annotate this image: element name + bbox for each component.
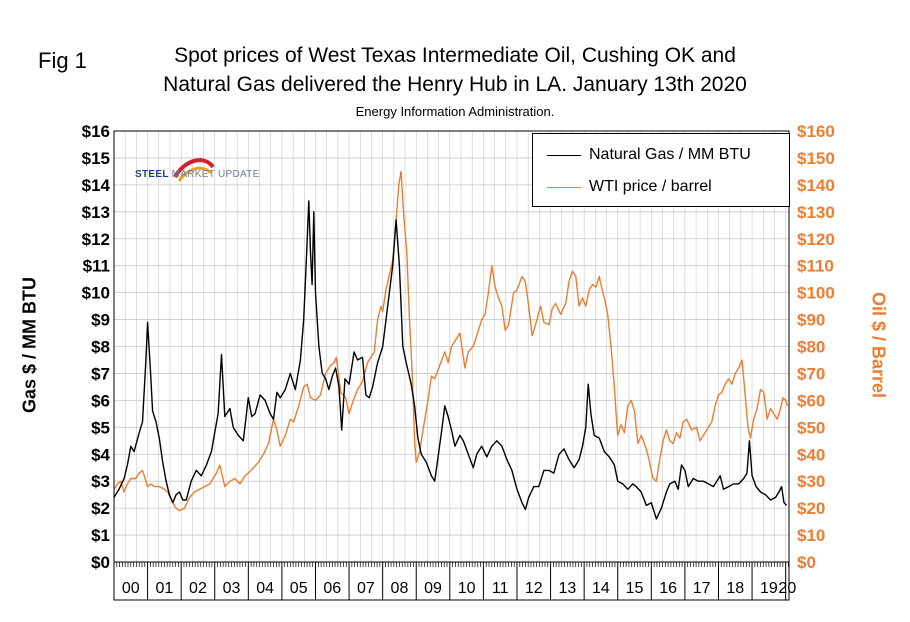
- x-tick-label: 00: [122, 580, 140, 597]
- y-left-tick-label: $3: [91, 472, 110, 491]
- chart-title-line-1: Spot prices of West Texas Intermediate O…: [174, 44, 736, 67]
- x-tick-label: 03: [223, 580, 241, 597]
- x-tick-label: 17: [693, 580, 711, 597]
- y-left-tick-label: $1: [91, 526, 110, 545]
- y-right-tick-label: $130: [797, 203, 835, 222]
- y-right-tick-label: $60: [797, 391, 825, 410]
- x-tick-label: 15: [626, 580, 644, 597]
- y-left-tick-label: $5: [91, 418, 110, 437]
- series-lines: [113, 170, 788, 520]
- x-axis: 00 01 02 03 04 05 06 07 08 09 10 11 12 13 14 15 16 17 18 19…: [116, 562, 796, 600]
- x-tick-label: 07: [357, 580, 375, 597]
- y-right-tick-label: $100: [797, 284, 835, 303]
- x-tick-label: 11: [492, 580, 509, 597]
- y-right-tick-label: $70: [797, 364, 825, 383]
- legend-item-oil: WTI price / barrel: [547, 177, 712, 197]
- y-right-tick-label: $160: [797, 122, 835, 141]
- plot-frame: [113, 130, 790, 601]
- y-right-tick-label: $50: [797, 418, 825, 437]
- legend-item-gas: Natural Gas / MM BTU: [547, 145, 751, 165]
- x-tick-label: 20: [778, 580, 796, 597]
- y-right-tick-label: $20: [797, 499, 825, 518]
- x-axis-band: [113, 561, 790, 601]
- y-left-tick-label: $13: [82, 203, 110, 222]
- y-right-tick-label: $90: [797, 311, 825, 330]
- y-axis-right-label: Oil $ / Barrel: [868, 291, 889, 399]
- x-tick-label: 18: [726, 580, 744, 597]
- x-tick-label: 09: [424, 580, 442, 597]
- logo-swoosh-icon: [173, 158, 215, 182]
- y-left-tick-label: $10: [82, 284, 110, 303]
- x-tick-label: 16: [659, 580, 677, 597]
- y-right-tick-label: $10: [797, 526, 825, 545]
- y-right-tick-label: $110: [797, 257, 834, 276]
- y-axis-left: $0 $1 $2 $3 $4 $5 $6 $7 $8 $9 $10 $11 $12 $13 $14 $15 $1…: [82, 122, 111, 572]
- y-left-tick-label: $4: [91, 445, 110, 464]
- x-tick-label: 10: [458, 580, 476, 597]
- steel-market-update-logo: STEEL MARKET UPDATE: [133, 155, 293, 189]
- y-left-tick-label: $8: [91, 338, 110, 357]
- x-tick-label: 14: [592, 580, 610, 597]
- series-line-wti: [113, 170, 788, 512]
- y-right-tick-label: $30: [797, 472, 825, 491]
- y-left-tick-label: $7: [91, 364, 110, 383]
- y-right-tick-label: $140: [797, 176, 835, 195]
- legend-label-gas: Natural Gas / MM BTU: [589, 146, 751, 163]
- chart-title-line-2: Natural Gas delivered the Henry Hub in L…: [163, 73, 747, 96]
- legend-label-oil: WTI price / barrel: [589, 178, 712, 195]
- x-tick-label: 08: [391, 580, 409, 597]
- x-tick-label: 13: [558, 580, 576, 597]
- y-right-tick-label: $120: [797, 230, 835, 249]
- y-axis-right: $0 $10 $20 $30 $40 $50 $60 $70 $80 $90 $100 $110 $12…: [797, 122, 835, 572]
- chart-subtitle: Energy Information Administration.: [355, 104, 555, 119]
- x-tick-label: 05: [290, 580, 308, 597]
- x-tick-label: 12: [525, 580, 543, 597]
- series-line-natural-gas: [113, 200, 788, 520]
- logo-text: STEEL MARKET UPDATE: [135, 169, 260, 180]
- y-left-tick-label: $11: [83, 257, 110, 276]
- y-left-tick-label: $14: [82, 176, 111, 195]
- logo-text-market-update: MARKET UPDATE: [171, 169, 260, 180]
- logo-text-steel: STEEL: [135, 169, 169, 180]
- x-tick-label: 02: [189, 580, 207, 597]
- x-tick-label: 19: [760, 580, 778, 597]
- y-left-tick-label: $6: [91, 391, 110, 410]
- legend-swatch-gas: [547, 154, 581, 156]
- y-axis-left-label: Gas $ / MM BTU: [19, 276, 40, 414]
- y-left-tick-label: $0: [91, 553, 110, 572]
- x-tick-label: 01: [155, 580, 173, 597]
- x-tick-label: 06: [323, 580, 341, 597]
- y-right-tick-label: $40: [797, 445, 825, 464]
- legend: Natural Gas / MM BTU WTI price / barrel: [532, 133, 790, 207]
- legend-swatch-oil: [547, 186, 581, 188]
- y-left-tick-label: $15: [82, 149, 110, 168]
- y-right-tick-label: $80: [797, 338, 825, 357]
- y-left-tick-label: $12: [82, 230, 110, 249]
- x-tick-label: 04: [256, 580, 274, 597]
- y-right-tick-label: $150: [797, 149, 835, 168]
- figure-label: Fig 1: [38, 48, 87, 73]
- y-left-tick-label: $16: [82, 122, 110, 141]
- y-right-tick-label: $0: [797, 553, 816, 572]
- y-left-tick-label: $2: [91, 499, 110, 518]
- y-left-tick-label: $9: [91, 311, 110, 330]
